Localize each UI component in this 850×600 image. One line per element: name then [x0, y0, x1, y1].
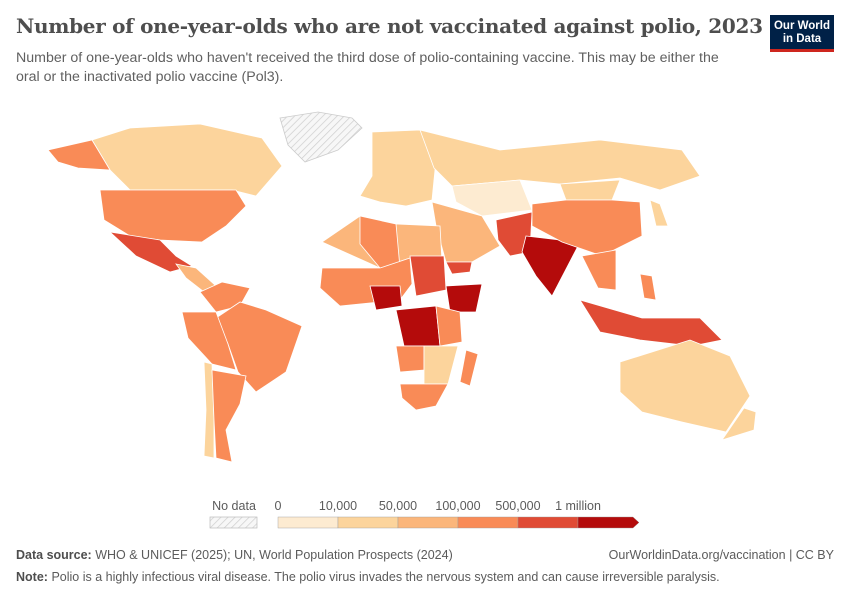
note-text: Polio is a highly infectious viral disea…: [51, 570, 720, 584]
legend-bin-0[interactable]: [277, 516, 339, 529]
source-url[interactable]: OurWorldinData.org/vaccination | CC BY: [608, 548, 834, 562]
note: Note: Polio is a highly infectious viral…: [16, 570, 720, 584]
owid-logo[interactable]: Our World in Data: [770, 15, 834, 52]
legend-tick-label: 10,000: [319, 499, 357, 513]
legend-bin-5[interactable]: [577, 516, 640, 529]
country-brazil[interactable]: [215, 301, 303, 393]
legend-no-data-swatch[interactable]: [209, 516, 258, 529]
country-yemen[interactable]: [445, 261, 473, 275]
country-russia[interactable]: [419, 129, 701, 191]
country-pakistan-afghanistan[interactable]: [495, 211, 533, 257]
legend-tick-label: 50,000: [379, 499, 417, 513]
country-southern-africa[interactable]: [423, 345, 459, 385]
country-greenland[interactable]: [279, 111, 363, 163]
legend-no-data-label: No data: [212, 499, 256, 513]
country-ethiopia[interactable]: [445, 283, 483, 313]
country-nigeria[interactable]: [369, 285, 403, 311]
country-madagascar[interactable]: [459, 349, 479, 387]
country-mongolia[interactable]: [559, 179, 621, 201]
country-mexico[interactable]: [108, 231, 193, 273]
legend-bin-2[interactable]: [397, 516, 459, 529]
country-east-africa[interactable]: [435, 305, 463, 347]
country-sudan[interactable]: [409, 255, 447, 297]
country-australia[interactable]: [619, 339, 751, 433]
source-text: WHO & UNICEF (2025); UN, World Populatio…: [95, 548, 453, 562]
country-peru-bolivia[interactable]: [181, 311, 237, 371]
legend-tick-label: 500,000: [495, 499, 540, 513]
data-source: Data source: WHO & UNICEF (2025); UN, Wo…: [16, 548, 453, 562]
legend-bin-1[interactable]: [337, 516, 399, 529]
legend-tick-label: 100,000: [435, 499, 480, 513]
note-label: Note:: [16, 570, 48, 584]
country-dr-congo[interactable]: [395, 305, 441, 347]
country-south-africa[interactable]: [399, 383, 449, 411]
country-new-zealand[interactable]: [721, 407, 757, 441]
country-canada[interactable]: [91, 123, 283, 197]
country-central-asia[interactable]: [451, 179, 533, 217]
country-indonesia[interactable]: [579, 299, 723, 347]
chart-subtitle: Number of one-year-olds who haven't rece…: [16, 50, 719, 85]
legend-tick-label: 0: [275, 499, 282, 513]
chart-title: Number of one-year-olds who are not vacc…: [16, 14, 763, 38]
country-united-states[interactable]: [99, 189, 247, 243]
legend-bin-3[interactable]: [457, 516, 519, 529]
country-china[interactable]: [531, 199, 643, 257]
legend-bin-4[interactable]: [517, 516, 579, 529]
country-philippines[interactable]: [639, 273, 657, 301]
country-angola[interactable]: [395, 345, 425, 373]
legend-tick-label: 1 million: [555, 499, 601, 513]
country-chile[interactable]: [203, 361, 215, 459]
country-alaska[interactable]: [47, 139, 111, 171]
country-southeast-asia[interactable]: [581, 249, 617, 291]
world-map: [47, 111, 757, 463]
map-legend: No data 0 10,000 50,000 100,000 500,000 1 mil…: [209, 499, 640, 529]
logo-text: Our World in Data: [773, 20, 830, 45]
source-label: Data source:: [16, 548, 92, 562]
country-japan[interactable]: [649, 199, 669, 227]
country-argentina[interactable]: [211, 369, 247, 463]
